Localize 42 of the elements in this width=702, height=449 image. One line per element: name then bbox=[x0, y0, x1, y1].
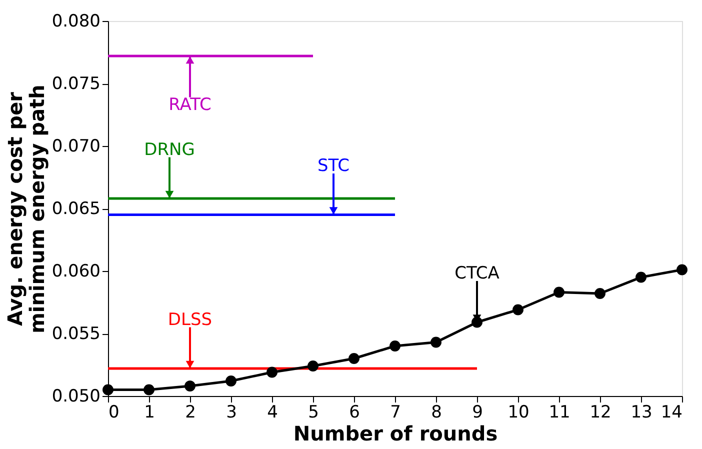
point bbox=[676, 264, 688, 276]
point bbox=[226, 376, 236, 386]
x-tick-label: 3 bbox=[226, 402, 237, 422]
point bbox=[594, 288, 606, 299]
x-tick-label: 12 bbox=[590, 402, 612, 422]
x-tick-label: 6 bbox=[349, 402, 360, 422]
point bbox=[266, 366, 278, 378]
y-tick-label: 0.065 bbox=[52, 199, 100, 219]
x-axis-title: Number of rounds bbox=[293, 422, 498, 446]
x-tick-label: 2 bbox=[185, 402, 196, 422]
annotation: STC bbox=[317, 156, 350, 176]
annotation: RATC bbox=[168, 94, 212, 115]
x-tick-label: 10 bbox=[508, 402, 530, 422]
y-tick-label: 0.070 bbox=[52, 136, 100, 156]
y-tick-label: 0.075 bbox=[52, 74, 100, 94]
x-tick-label: 0 bbox=[108, 402, 120, 422]
x-tick-label: 14 bbox=[660, 402, 682, 422]
y-tick-label: 0.080 bbox=[52, 12, 100, 32]
y-tick-label: 0.050 bbox=[52, 386, 100, 406]
x-tick-label: 11 bbox=[548, 402, 570, 422]
point bbox=[512, 304, 524, 316]
x-tick-label: 13 bbox=[630, 402, 652, 422]
annotation: CTCA bbox=[454, 264, 500, 284]
point bbox=[554, 286, 564, 298]
point bbox=[184, 380, 196, 392]
x-tick-label: 4 bbox=[267, 402, 278, 422]
y-axis-title: Avg. energy cost per minimum energy path bbox=[2, 84, 49, 334]
y-tick-label: 0.055 bbox=[52, 324, 100, 344]
point bbox=[308, 360, 318, 372]
point bbox=[390, 340, 400, 352]
y-tick-label: 0.060 bbox=[52, 262, 100, 282]
x-tick-label: 8 bbox=[431, 402, 442, 422]
point bbox=[636, 272, 646, 283]
x-tick-label: 9 bbox=[472, 402, 483, 422]
annotation: DRNG bbox=[144, 140, 195, 160]
annotation: DLSS bbox=[168, 310, 212, 330]
point bbox=[144, 384, 154, 396]
x-tick-label: 7 bbox=[390, 402, 401, 422]
x-tick-label: 1 bbox=[144, 402, 155, 422]
point bbox=[348, 353, 360, 364]
point bbox=[430, 336, 442, 348]
x-tick-label: 5 bbox=[308, 402, 319, 422]
